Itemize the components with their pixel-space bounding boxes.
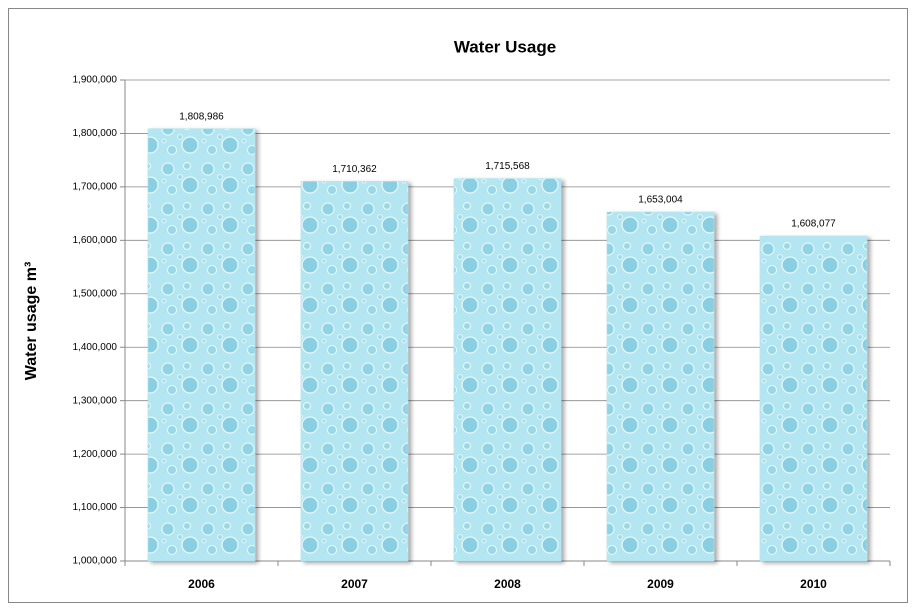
y-tick-label: 1,400,000 (73, 342, 118, 353)
y-tick-label: 1,600,000 (73, 235, 118, 246)
y-tick-label: 1,900,000 (73, 75, 118, 86)
y-tick-label: 1,100,000 (73, 502, 118, 513)
y-tick-label: 1,200,000 (73, 449, 118, 460)
x-tick-label: 2009 (647, 577, 674, 591)
value-label: 1,653,004 (638, 195, 683, 206)
bar (147, 128, 256, 562)
value-label: 1,715,568 (485, 161, 530, 172)
x-tick-label: 2008 (494, 577, 521, 591)
bar (606, 211, 715, 562)
value-label: 1,808,986 (179, 111, 224, 122)
x-tick-label: 2006 (188, 577, 215, 591)
y-tick-label: 1,700,000 (73, 182, 118, 193)
y-tick-label: 1,000,000 (73, 556, 118, 567)
x-tick-label: 2010 (800, 577, 827, 591)
bar (759, 235, 868, 562)
y-axis-label: Water usage m³ (23, 262, 40, 381)
chart-title: Water Usage (454, 37, 556, 56)
y-tick-label: 1,800,000 (73, 128, 118, 139)
y-tick-label: 1,500,000 (73, 288, 118, 299)
bar (300, 181, 409, 562)
value-label: 1,608,077 (791, 219, 836, 230)
bar (453, 178, 562, 562)
y-tick-label: 1,300,000 (73, 395, 118, 406)
x-tick-label: 2007 (341, 577, 368, 591)
value-label: 1,710,362 (332, 164, 377, 175)
